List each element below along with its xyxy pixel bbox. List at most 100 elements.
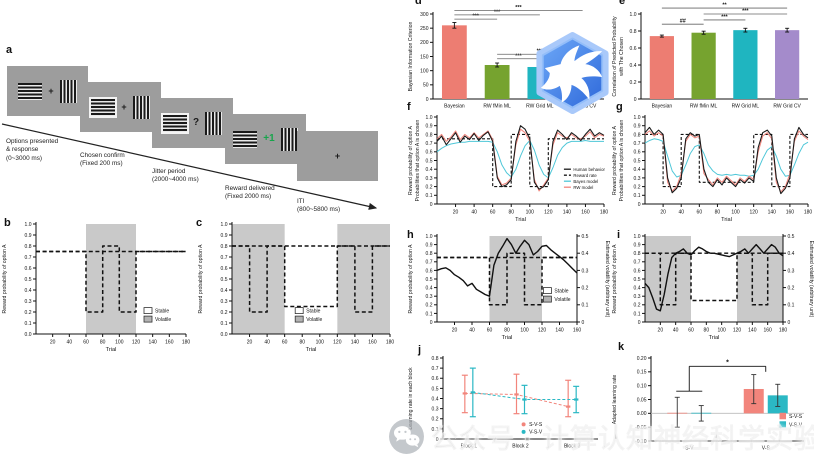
panel-label-k: k [618, 341, 625, 353]
svg-text:RW model: RW model [573, 185, 593, 190]
svg-text:0.8: 0.8 [634, 251, 641, 257]
svg-text:80: 80 [100, 340, 106, 346]
svg-text:##: ## [680, 19, 686, 25]
chart-c-reward-schedule-vs: 0.0 0.1 0.2 0.3 0.4 0.5 0.6 0.7 0.8 0.9 1.0 20 40 60 8… [196, 216, 398, 362]
svg-text:0.9: 0.9 [634, 124, 641, 130]
panel-label-a: a [6, 44, 13, 56]
svg-text:180: 180 [386, 340, 395, 346]
svg-text:120: 120 [132, 340, 141, 346]
svg-text:0.1: 0.1 [634, 193, 641, 199]
svg-text:1.0: 1.0 [634, 115, 641, 121]
svg-text:100: 100 [420, 69, 429, 75]
svg-text:Reward probability of option A: Reward probability of option A [408, 126, 414, 195]
horizontal-grating-icon [18, 82, 43, 100]
svg-text:0.6: 0.6 [634, 268, 641, 274]
svg-text:40: 40 [471, 210, 477, 216]
svg-text:RW fMin ML: RW fMin ML [483, 104, 511, 110]
svg-text:1.0: 1.0 [630, 12, 637, 18]
chart-j-learning-rate-blocks: 0 0.1 0.2 0.3 0.4 0.5 0.6 0.7 0.8 Block 1 Block 2 B… [406, 350, 610, 457]
svg-text:0.6: 0.6 [426, 150, 433, 156]
svg-text:***: *** [515, 53, 522, 59]
svg-text:0.5: 0.5 [221, 277, 228, 283]
svg-text:0.9: 0.9 [634, 243, 641, 249]
svg-text:0.8: 0.8 [630, 29, 637, 35]
svg-text:S-V-S: S-V-S [529, 422, 543, 428]
svg-text:180: 180 [182, 340, 191, 346]
svg-text:0: 0 [436, 437, 439, 443]
svg-text:60: 60 [490, 210, 496, 216]
svg-text:V-S: V-S [762, 446, 771, 452]
svg-text:Reward probability of option A: Reward probability of option A [198, 244, 204, 313]
stage-caption-options: Options presented & response (0~3000 ms) [6, 138, 59, 162]
svg-text:80: 80 [508, 210, 514, 216]
svg-text:Stable: Stable [306, 309, 320, 315]
panel-label-d: d [415, 0, 422, 7]
svg-text:20: 20 [658, 328, 664, 334]
svg-text:0.5: 0.5 [426, 277, 433, 283]
svg-text:0.3: 0.3 [432, 407, 439, 413]
svg-text:0.7: 0.7 [426, 260, 433, 266]
svg-text:Volatile: Volatile [554, 297, 570, 303]
svg-text:80: 80 [299, 340, 305, 346]
svg-text:0.7: 0.7 [221, 255, 228, 261]
svg-text:0.5: 0.5 [582, 234, 589, 240]
svg-text:120: 120 [749, 210, 758, 216]
svg-text:0.7: 0.7 [634, 260, 641, 266]
svg-text:Reward probability of option A: Reward probability of option A [2, 244, 8, 313]
svg-text:Block 2: Block 2 [512, 444, 529, 450]
svg-text:0.6: 0.6 [221, 266, 228, 272]
svg-text:Trial: Trial [502, 335, 513, 341]
svg-text:0: 0 [426, 97, 429, 103]
svg-text:Bayesian: Bayesian [652, 104, 673, 110]
svg-text:0.1: 0.1 [788, 303, 795, 309]
svg-text:120: 120 [333, 340, 342, 346]
task-screen-options: + [7, 66, 88, 116]
svg-text:0.2: 0.2 [582, 286, 589, 292]
svg-text:0.8: 0.8 [221, 244, 228, 250]
svg-text:0.5: 0.5 [788, 234, 795, 240]
svg-text:160: 160 [368, 340, 377, 346]
svg-text:Stable: Stable [554, 289, 568, 295]
svg-text:1.0: 1.0 [426, 115, 433, 121]
svg-text:0.3: 0.3 [25, 299, 32, 305]
svg-text:***: *** [473, 14, 480, 20]
timeline-arrow [1, 123, 378, 210]
stage-caption-jitter: Jitter period (2000~4000 ms) [152, 168, 199, 184]
svg-text:*: * [726, 359, 729, 366]
svg-text:1.0: 1.0 [634, 234, 641, 240]
svg-text:100: 100 [731, 210, 740, 216]
chart-f-model-fit-lines-sv: 0 0.1 0.2 0.3 0.4 0.5 0.6 0.7 0.8 0.9 1.0 20 40 60 80 1… [406, 112, 610, 230]
svg-text:50: 50 [423, 83, 429, 89]
svg-text:0.8: 0.8 [426, 132, 433, 138]
svg-text:180: 180 [804, 210, 813, 216]
svg-text:Learning rate in each block: Learning rate in each block [408, 367, 414, 430]
svg-text:0.8: 0.8 [432, 356, 439, 362]
vertical-grating-icon [132, 95, 150, 119]
task-screen-iti: + [297, 131, 378, 181]
svg-text:120: 120 [733, 328, 742, 334]
svg-text:0.6: 0.6 [432, 376, 439, 382]
panel-label-c: c [196, 217, 203, 229]
svg-text:0.00: 0.00 [637, 411, 647, 417]
svg-text:0.2: 0.2 [25, 310, 32, 316]
svg-text:Trial: Trial [515, 217, 526, 223]
svg-text:Volatile: Volatile [155, 317, 171, 323]
stage-caption-confirm: Chosen confirm (Fixed 200 ms) [80, 152, 125, 168]
svg-text:0.4: 0.4 [630, 63, 637, 69]
svg-text:0.2: 0.2 [426, 303, 433, 309]
reward-text: +1 [263, 133, 275, 144]
question-mark: ? [192, 117, 200, 128]
svg-text:RW Grid ML: RW Grid ML [732, 104, 760, 110]
chart-k-adapted-learning-rate: -0.10 -0.05 0.00 0.05 0.10 0.15 0.20 S-V V-S Adap… [610, 350, 814, 457]
svg-text:Bayes model: Bayes model [573, 179, 598, 184]
svg-text:Human behavior: Human behavior [573, 167, 605, 172]
svg-text:RW Grid ML: RW Grid ML [526, 104, 554, 110]
svg-text:0.9: 0.9 [426, 124, 433, 130]
svg-text:20: 20 [50, 340, 56, 346]
svg-text:20: 20 [660, 210, 666, 216]
svg-text:0.8: 0.8 [426, 251, 433, 257]
svg-text:0.4: 0.4 [432, 396, 439, 402]
svg-text:0.20: 0.20 [637, 356, 647, 362]
svg-text:Volatile: Volatile [306, 317, 322, 323]
panel-label-i: i [617, 229, 621, 241]
